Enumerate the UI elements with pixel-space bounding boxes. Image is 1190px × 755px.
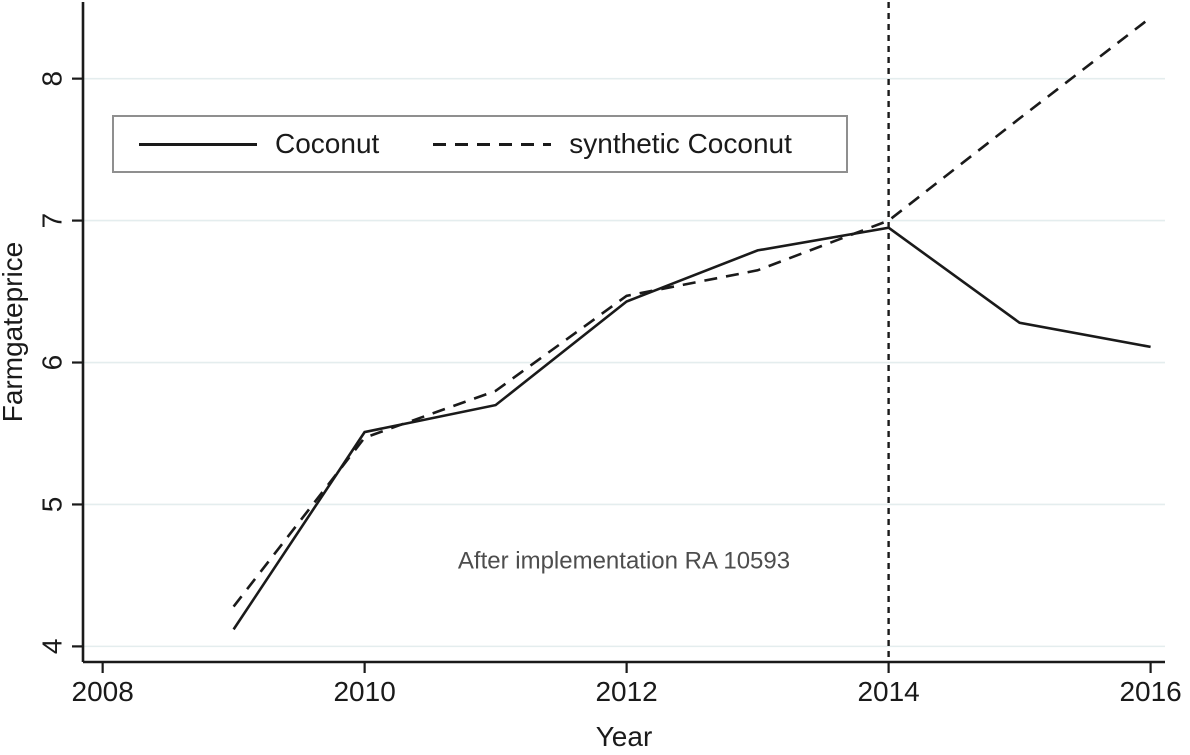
tick-labels: 4 5 6 7 8 2008 2010 2012 2014 2016 bbox=[37, 71, 1182, 707]
x-tick-label-2010: 2010 bbox=[333, 676, 395, 707]
x-axis-title: Year bbox=[596, 721, 653, 752]
x-tick-label-2012: 2012 bbox=[595, 676, 657, 707]
y-tick-label-7: 7 bbox=[37, 213, 68, 229]
legend-label-synthetic-coconut: synthetic Coconut bbox=[569, 128, 792, 159]
x-tick-label-2008: 2008 bbox=[72, 676, 134, 707]
series-lines bbox=[232, 16, 1152, 631]
legend: Coconut synthetic Coconut bbox=[112, 115, 848, 173]
x-tick-label-2014: 2014 bbox=[857, 676, 919, 707]
y-tick-label-8: 8 bbox=[37, 71, 68, 87]
coconut-line-sample bbox=[139, 142, 257, 146]
series-line-synthetic-coconut bbox=[232, 16, 1152, 608]
gridlines bbox=[83, 77, 1165, 648]
y-tick-label-4: 4 bbox=[37, 639, 68, 655]
annotation-group: After implementation RA 10593 bbox=[458, 547, 790, 574]
legend-label-coconut: Coconut bbox=[275, 128, 380, 159]
y-tick-label-5: 5 bbox=[37, 497, 68, 513]
annotation-ra-10593: After implementation RA 10593 bbox=[458, 547, 790, 574]
y-axis-title: Farmgateprice bbox=[0, 242, 28, 423]
series-line-coconut bbox=[232, 226, 1151, 631]
axes bbox=[72, 2, 1165, 673]
x-tick-label-2016: 2016 bbox=[1119, 676, 1181, 707]
synthetic-coconut-line-sample bbox=[433, 142, 552, 146]
y-tick-label-6: 6 bbox=[37, 355, 68, 371]
